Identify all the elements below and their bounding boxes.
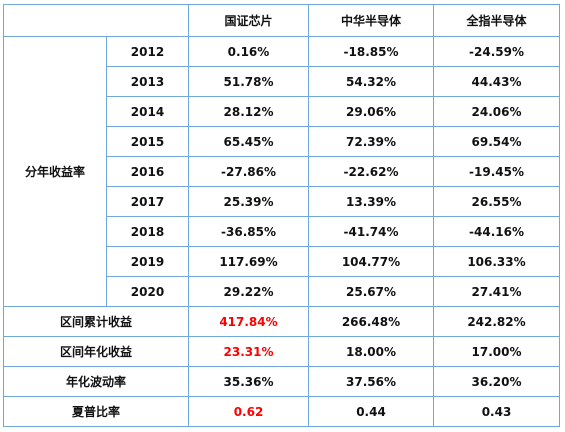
table-container: 国证芯片 中华半导体 全指半导体 分年收益率 2012 0.16% -18.85… [3, 4, 560, 427]
table-row: 2018 -36.85% -41.74% -44.16% [4, 216, 560, 247]
summary-value-highlight: 0.62 [188, 396, 309, 427]
value-cell: 29.06% [308, 96, 434, 127]
summary-row: 区间累计收益 417.84% 266.48% 242.82% [3, 306, 560, 337]
value-cell: 26.55% [433, 186, 560, 217]
value-cell: 51.78% [188, 66, 309, 97]
header-col3: 全指半导体 [433, 4, 560, 37]
value-cell: -18.85% [308, 36, 434, 67]
table-row: 2016 -27.86% -22.62% -19.45% [4, 156, 560, 187]
value-cell: 13.39% [308, 186, 434, 217]
summary-value: 37.56% [308, 366, 434, 397]
summary-value: 17.00% [433, 336, 560, 367]
year-cell: 2016 [106, 156, 189, 187]
value-cell: 25.67% [308, 276, 434, 307]
value-cell: -41.74% [308, 216, 434, 247]
value-cell: 24.06% [433, 96, 560, 127]
header-row: 国证芯片 中华半导体 全指半导体 [3, 4, 560, 37]
value-cell: 65.45% [188, 126, 309, 157]
summary-row: 年化波动率 35.36% 37.56% 36.20% [3, 366, 560, 397]
summary-label: 夏普比率 [3, 396, 189, 427]
value-cell: 27.41% [433, 276, 560, 307]
value-cell: 25.39% [188, 186, 309, 217]
returns-table: 国证芯片 中华半导体 全指半导体 分年收益率 2012 0.16% -18.85… [3, 4, 560, 427]
value-cell: 44.43% [433, 66, 560, 97]
value-cell: 29.22% [188, 276, 309, 307]
group-label: 分年收益率 [3, 36, 107, 307]
summary-value: 35.36% [188, 366, 309, 397]
value-cell: -19.45% [433, 156, 560, 187]
summary-value: 0.44 [308, 396, 434, 427]
value-cell: -44.16% [433, 216, 560, 247]
summary-value: 242.82% [433, 306, 560, 337]
value-cell: -24.59% [433, 36, 560, 67]
value-cell: 104.77% [308, 246, 434, 277]
summary-row: 区间年化收益 23.31% 18.00% 17.00% [3, 336, 560, 367]
value-cell: 54.32% [308, 66, 434, 97]
summary-label: 区间年化收益 [3, 336, 189, 367]
summary-label: 区间累计收益 [3, 306, 189, 337]
summary-value-highlight: 417.84% [188, 306, 309, 337]
year-cell: 2014 [106, 96, 189, 127]
table-row: 分年收益率 2012 0.16% -18.85% -24.59% [3, 36, 560, 307]
summary-value: 18.00% [308, 336, 434, 367]
year-cell: 2012 [106, 36, 189, 67]
year-cell: 2018 [106, 216, 189, 247]
summary-label: 年化波动率 [3, 366, 189, 397]
summary-value: 266.48% [308, 306, 434, 337]
value-cell: 106.33% [433, 246, 560, 277]
year-cell: 2019 [106, 246, 189, 277]
year-cell: 2015 [106, 126, 189, 157]
header-empty-cell [3, 4, 189, 37]
table-row: 2013 51.78% 54.32% 44.43% [4, 66, 560, 97]
table-row: 2015 65.45% 72.39% 69.54% [4, 126, 560, 157]
summary-value: 36.20% [433, 366, 560, 397]
value-cell: 117.69% [188, 246, 309, 277]
summary-value-highlight: 23.31% [188, 336, 309, 367]
value-cell: 69.54% [433, 126, 560, 157]
value-cell: -27.86% [188, 156, 309, 187]
table-row: 2014 28.12% 29.06% 24.06% [4, 96, 560, 127]
year-cell: 2020 [106, 276, 189, 307]
value-cell: 28.12% [188, 96, 309, 127]
header-col2: 中华半导体 [308, 4, 434, 37]
summary-row: 夏普比率 0.62 0.44 0.43 [3, 396, 560, 427]
table-row: 2020 29.22% 25.67% 27.41% [4, 276, 560, 307]
value-cell: 0.16% [188, 36, 309, 67]
table-row: 2017 25.39% 13.39% 26.55% [4, 186, 560, 217]
table-row: 2019 117.69% 104.77% 106.33% [4, 246, 560, 277]
value-cell: -22.62% [308, 156, 434, 187]
summary-value: 0.43 [433, 396, 560, 427]
year-cell: 2017 [106, 186, 189, 217]
value-cell: -36.85% [188, 216, 309, 247]
header-col1: 国证芯片 [188, 4, 309, 37]
value-cell: 72.39% [308, 126, 434, 157]
year-cell: 2013 [106, 66, 189, 97]
